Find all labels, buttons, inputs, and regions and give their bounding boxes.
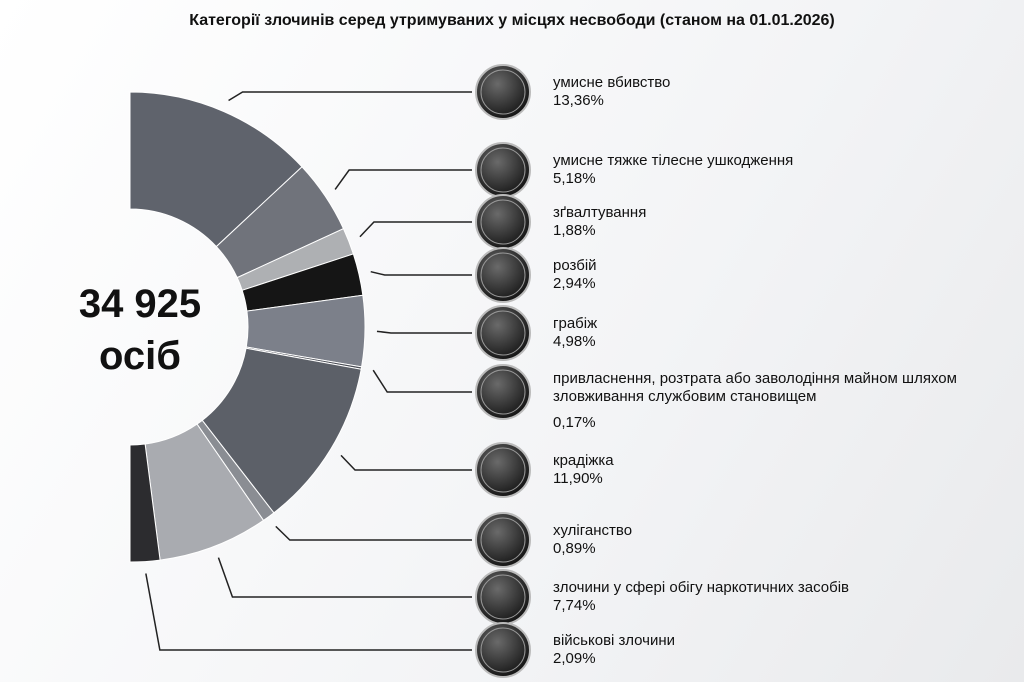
category-label: розбій xyxy=(553,257,597,274)
segment xyxy=(129,91,303,248)
category-label: грабіж xyxy=(553,315,598,332)
icon-ring xyxy=(480,147,526,193)
category-label: злочини у сфері обігу наркотичних засобі… xyxy=(553,579,849,596)
icon xyxy=(475,142,531,198)
segment xyxy=(129,443,161,563)
value-label: 2,94% xyxy=(553,275,596,292)
icon-ring xyxy=(480,252,526,298)
leader-line xyxy=(217,557,472,598)
leader-line xyxy=(370,270,472,276)
icon-ring xyxy=(480,517,526,563)
center-value: 34 925 xyxy=(78,282,202,326)
leader-line xyxy=(359,221,472,238)
category-label: військові злочини xyxy=(553,632,676,649)
center-unit: осіб xyxy=(99,334,181,378)
icon xyxy=(475,64,531,120)
icon xyxy=(475,247,531,303)
icon-ring xyxy=(480,574,526,620)
value-label: 1,88% xyxy=(553,222,596,239)
icon-ring xyxy=(480,627,526,673)
value-label: 11,90% xyxy=(553,470,603,487)
value-label: 13,36% xyxy=(553,92,604,109)
icon-ring xyxy=(480,447,526,493)
value-label: 4,98% xyxy=(553,333,596,350)
icon xyxy=(475,622,531,678)
icon xyxy=(475,194,531,250)
category-label: привласнення, розтрата або заволодіння м… xyxy=(553,370,957,405)
icon-ring xyxy=(480,69,526,115)
icon-ring xyxy=(480,199,526,245)
leader-line xyxy=(340,454,472,471)
value-label: 7,74% xyxy=(553,597,596,614)
category-label: умисне тяжке тілесне ушкодження xyxy=(553,152,794,169)
icon-ring xyxy=(480,369,526,415)
icon xyxy=(475,442,531,498)
category-label: умисне вбивство xyxy=(553,74,671,91)
icon xyxy=(475,305,531,361)
value-label: 2,09% xyxy=(553,650,596,667)
leader-line xyxy=(376,330,472,334)
value-label: 5,18% xyxy=(553,170,596,187)
leader-line xyxy=(372,369,472,393)
value-label: 0,17% xyxy=(553,414,596,431)
value-label: 0,89% xyxy=(553,540,596,557)
leader-line xyxy=(228,91,472,102)
icon xyxy=(475,364,531,420)
icon xyxy=(475,569,531,625)
category-label: зґвалтування xyxy=(553,204,647,221)
leader-line xyxy=(334,169,472,190)
leader-line xyxy=(275,525,472,541)
icon xyxy=(475,512,531,568)
category-label: крадіжка xyxy=(553,452,614,469)
leader-line xyxy=(145,573,472,651)
icon-ring xyxy=(480,310,526,356)
chart-title: Категорії злочинів серед утримуваних у м… xyxy=(189,12,835,29)
category-label: хуліганство xyxy=(553,522,633,539)
